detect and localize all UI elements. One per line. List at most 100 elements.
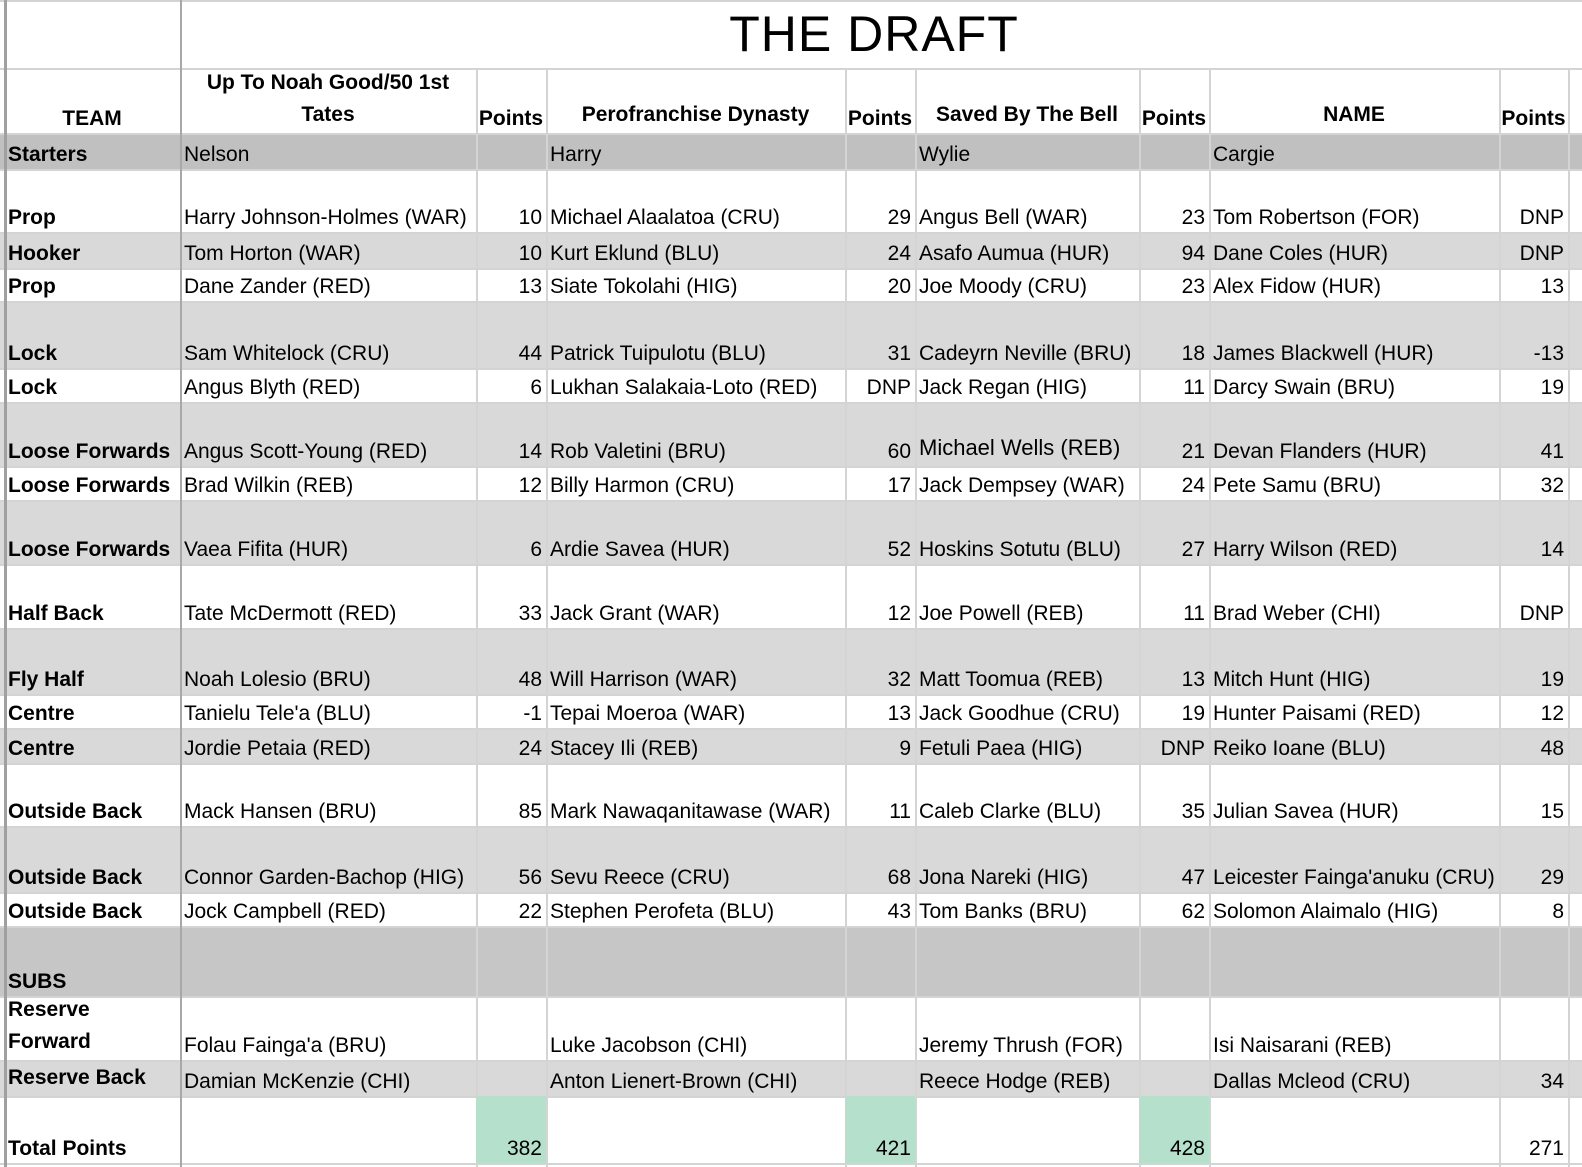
player-cell[interactable]: Lukhan Salakaia-Loto (RED) bbox=[550, 376, 818, 399]
header-points[interactable]: Points bbox=[1141, 107, 1207, 130]
position-label[interactable]: Centre bbox=[8, 702, 75, 725]
player-cell[interactable]: Harry Johnson-Holmes (WAR) bbox=[184, 206, 467, 229]
points-cell[interactable]: 15 bbox=[1540, 800, 1564, 823]
player-cell[interactable]: Matt Toomua (REB) bbox=[919, 668, 1104, 691]
sub-position-label[interactable]: Reserve Forward bbox=[4, 996, 180, 1060]
points-cell[interactable]: 47 bbox=[1181, 866, 1205, 889]
points-cell[interactable]: 32 bbox=[1540, 474, 1564, 497]
points-cell[interactable]: 19 bbox=[1540, 668, 1564, 691]
player-cell[interactable]: Jack Dempsey (WAR) bbox=[919, 474, 1125, 497]
player-cell[interactable]: Caleb Clarke (BLU) bbox=[919, 800, 1102, 823]
player-cell[interactable]: Sevu Reece (CRU) bbox=[550, 866, 730, 889]
player-cell[interactable]: Patrick Tuipulotu (BLU) bbox=[550, 342, 766, 365]
points-cell[interactable]: 8 bbox=[1552, 900, 1564, 923]
points-cell[interactable]: 13 bbox=[1181, 668, 1205, 691]
points-cell[interactable]: 33 bbox=[518, 602, 542, 625]
player-cell[interactable]: Michael Alaalatoa (CRU) bbox=[550, 206, 780, 229]
points-cell[interactable]: 44 bbox=[518, 342, 542, 365]
points-cell[interactable]: 24 bbox=[887, 242, 911, 265]
total-points-cell[interactable]: 382 bbox=[476, 1096, 546, 1163]
player-cell[interactable]: Jack Goodhue (CRU) bbox=[919, 702, 1120, 725]
position-label[interactable]: Centre bbox=[8, 737, 75, 760]
points-cell[interactable]: 12 bbox=[1540, 702, 1564, 725]
points-cell[interactable]: 9 bbox=[899, 737, 911, 760]
points-cell[interactable]: DNP bbox=[1160, 737, 1205, 760]
header-team-name-1[interactable]: Up To Noah Good/50 1st Tates bbox=[180, 70, 476, 133]
owner-name[interactable]: Harry bbox=[550, 143, 602, 166]
player-cell[interactable]: Solomon Alaimalo (HIG) bbox=[1213, 900, 1439, 923]
player-cell[interactable]: Angus Blyth (RED) bbox=[184, 376, 361, 399]
player-cell[interactable]: Stacey Ili (REB) bbox=[550, 737, 699, 760]
points-cell[interactable]: 35 bbox=[1181, 800, 1205, 823]
total-points-cell[interactable]: 428 bbox=[1139, 1096, 1209, 1163]
points-cell[interactable]: 21 bbox=[1181, 440, 1205, 463]
points-cell[interactable]: DNP bbox=[1519, 602, 1564, 625]
player-cell[interactable]: Tanielu Tele'a (BLU) bbox=[184, 702, 371, 725]
sub-points-cell[interactable] bbox=[845, 1060, 915, 1096]
player-cell[interactable]: Sam Whitelock (CRU) bbox=[184, 342, 390, 365]
points-cell[interactable]: 27 bbox=[1181, 538, 1205, 561]
sub-player-cell[interactable]: Isi Naisarani (REB) bbox=[1213, 1034, 1392, 1057]
sub-player-cell[interactable]: Anton Lienert-Brown (CHI) bbox=[550, 1070, 798, 1093]
player-cell[interactable]: Tom Robertson (FOR) bbox=[1213, 206, 1420, 229]
points-cell[interactable]: 11 bbox=[1183, 602, 1205, 625]
points-cell[interactable]: 23 bbox=[1181, 206, 1205, 229]
points-cell[interactable]: 14 bbox=[518, 440, 542, 463]
player-cell[interactable]: Dane Coles (HUR) bbox=[1213, 242, 1389, 265]
sub-points-cell[interactable] bbox=[845, 996, 915, 1060]
player-cell[interactable]: Stephen Perofeta (BLU) bbox=[550, 900, 775, 923]
player-cell[interactable]: James Blackwell (HUR) bbox=[1213, 342, 1434, 365]
points-cell[interactable]: 17 bbox=[887, 474, 911, 497]
points-cell[interactable]: 43 bbox=[887, 900, 911, 923]
points-cell[interactable]: 6 bbox=[530, 376, 542, 399]
starters-label[interactable]: Starters bbox=[8, 143, 88, 166]
sub-player-cell[interactable]: Damian McKenzie (CHI) bbox=[184, 1070, 411, 1093]
points-cell[interactable]: 56 bbox=[518, 866, 542, 889]
player-cell[interactable]: Cadeyrn Neville (BRU) bbox=[919, 342, 1132, 365]
position-label[interactable]: Prop bbox=[8, 206, 56, 229]
points-cell[interactable]: 11 bbox=[889, 800, 911, 823]
player-cell[interactable]: Mark Nawaqanitawase (WAR) bbox=[550, 800, 831, 823]
player-cell[interactable]: Joe Moody (CRU) bbox=[919, 275, 1088, 298]
sub-position-label[interactable]: Reserve Back bbox=[4, 1060, 180, 1096]
player-cell[interactable]: Michael Wells (REB) bbox=[919, 435, 1121, 460]
player-cell[interactable]: Tom Banks (BRU) bbox=[919, 900, 1088, 923]
position-label[interactable]: Outside Back bbox=[8, 866, 143, 889]
points-cell[interactable]: DNP bbox=[1519, 242, 1564, 265]
points-cell[interactable]: 29 bbox=[887, 206, 911, 229]
points-cell[interactable]: 60 bbox=[887, 440, 911, 463]
total-points-cell[interactable]: 421 bbox=[845, 1096, 915, 1163]
points-cell[interactable]: 62 bbox=[1181, 900, 1205, 923]
position-label[interactable]: Lock bbox=[8, 342, 58, 365]
points-cell[interactable]: 12 bbox=[518, 474, 542, 497]
points-cell[interactable]: 94 bbox=[1181, 242, 1205, 265]
player-cell[interactable]: Connor Garden-Bachop (HIG) bbox=[184, 866, 465, 889]
points-cell[interactable]: 29 bbox=[1540, 866, 1564, 889]
header-points[interactable]: Points bbox=[1501, 107, 1566, 130]
sub-points-cell[interactable] bbox=[1139, 1060, 1209, 1096]
player-cell[interactable]: Noah Lolesio (BRU) bbox=[184, 668, 371, 691]
sub-points-cell[interactable]: 34 bbox=[1540, 1070, 1564, 1093]
points-cell[interactable]: 19 bbox=[1181, 702, 1205, 725]
player-cell[interactable]: Fetuli Paea (HIG) bbox=[919, 737, 1083, 760]
points-cell[interactable]: 13 bbox=[887, 702, 911, 725]
points-cell[interactable]: 68 bbox=[887, 866, 911, 889]
position-label[interactable]: Loose Forwards bbox=[8, 440, 171, 463]
points-cell[interactable]: 13 bbox=[518, 275, 542, 298]
player-cell[interactable]: Devan Flanders (HUR) bbox=[1213, 440, 1427, 463]
player-cell[interactable]: Tate McDermott (RED) bbox=[184, 602, 397, 625]
points-cell[interactable]: 13 bbox=[1540, 275, 1564, 298]
position-label[interactable]: Outside Back bbox=[8, 900, 143, 923]
points-cell[interactable]: 22 bbox=[518, 900, 542, 923]
player-cell[interactable]: Pete Samu (BRU) bbox=[1213, 474, 1382, 497]
player-cell[interactable]: Angus Bell (WAR) bbox=[919, 206, 1088, 229]
player-cell[interactable]: Hoskins Sotutu (BLU) bbox=[919, 538, 1121, 561]
player-cell[interactable]: Leicester Fainga'anuku (CRU) bbox=[1213, 866, 1495, 889]
player-cell[interactable]: Kurt Eklund (BLU) bbox=[550, 242, 720, 265]
points-cell[interactable]: 14 bbox=[1540, 538, 1564, 561]
position-label[interactable]: Hooker bbox=[8, 242, 81, 265]
owner-name[interactable]: Wylie bbox=[919, 143, 971, 166]
header-team-name-4[interactable]: NAME bbox=[1209, 70, 1499, 133]
points-cell[interactable]: 23 bbox=[1181, 275, 1205, 298]
player-cell[interactable]: Angus Scott-Young (RED) bbox=[184, 440, 428, 463]
